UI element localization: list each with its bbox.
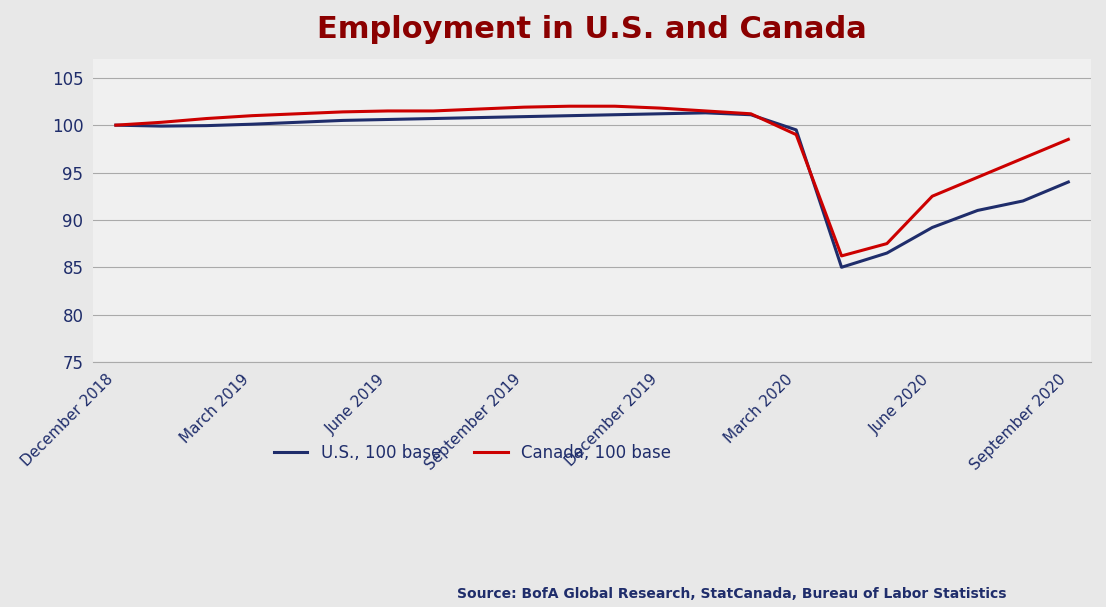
Canada, 100 base: [382, 107, 395, 115]
Canada, 100 base: [563, 103, 576, 110]
Canada, 100 base: [654, 104, 667, 112]
U.S., 100 base: [699, 109, 712, 117]
Canada, 100 base: [880, 240, 894, 247]
Canada, 100 base: [291, 110, 304, 117]
Canada, 100 base: [155, 119, 168, 126]
Canada, 100 base: [971, 174, 984, 181]
Canada, 100 base: [926, 192, 939, 200]
U.S., 100 base: [109, 121, 123, 129]
Canada, 100 base: [1016, 155, 1030, 162]
Canada, 100 base: [608, 103, 622, 110]
U.S., 100 base: [835, 263, 848, 271]
U.S., 100 base: [926, 224, 939, 231]
U.S., 100 base: [427, 115, 440, 122]
U.S., 100 base: [1016, 197, 1030, 205]
Line: U.S., 100 base: U.S., 100 base: [116, 113, 1068, 267]
Canada, 100 base: [699, 107, 712, 115]
U.S., 100 base: [880, 249, 894, 257]
Canada, 100 base: [200, 115, 213, 122]
U.S., 100 base: [744, 111, 758, 118]
Legend: U.S., 100 base, Canada, 100 base: U.S., 100 base, Canada, 100 base: [268, 438, 678, 469]
U.S., 100 base: [382, 116, 395, 123]
U.S., 100 base: [472, 114, 486, 121]
U.S., 100 base: [971, 207, 984, 214]
U.S., 100 base: [200, 122, 213, 129]
Canada, 100 base: [1062, 136, 1075, 143]
U.S., 100 base: [608, 111, 622, 118]
U.S., 100 base: [291, 119, 304, 126]
U.S., 100 base: [790, 126, 803, 134]
U.S., 100 base: [246, 121, 259, 128]
Canada, 100 base: [472, 106, 486, 113]
U.S., 100 base: [155, 123, 168, 130]
U.S., 100 base: [654, 110, 667, 117]
U.S., 100 base: [563, 112, 576, 120]
Canada, 100 base: [835, 253, 848, 260]
U.S., 100 base: [518, 113, 531, 120]
Text: Source: BofA Global Research, StatCanada, Bureau of Labor Statistics: Source: BofA Global Research, StatCanada…: [457, 587, 1006, 601]
U.S., 100 base: [1062, 178, 1075, 186]
Title: Employment in U.S. and Canada: Employment in U.S. and Canada: [317, 15, 867, 44]
Canada, 100 base: [427, 107, 440, 115]
Canada, 100 base: [518, 104, 531, 111]
Canada, 100 base: [790, 131, 803, 138]
U.S., 100 base: [336, 117, 349, 124]
Canada, 100 base: [109, 121, 123, 129]
Canada, 100 base: [336, 108, 349, 115]
Canada, 100 base: [246, 112, 259, 120]
Line: Canada, 100 base: Canada, 100 base: [116, 106, 1068, 256]
Canada, 100 base: [744, 110, 758, 117]
